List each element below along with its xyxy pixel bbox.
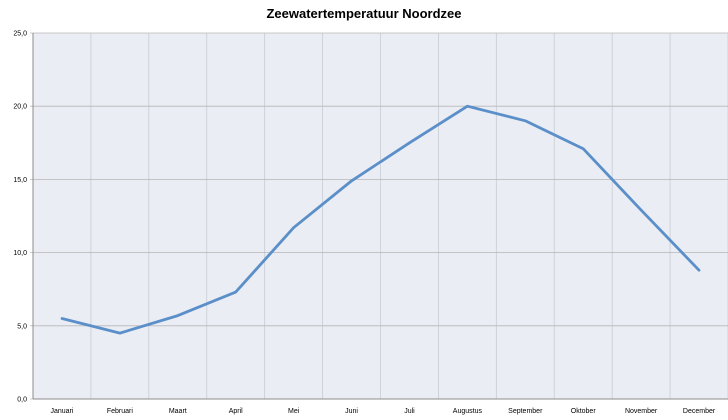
y-tick-label: 15,0 — [13, 177, 27, 184]
x-tick-label: September — [508, 408, 543, 415]
x-tick-label: Mei — [288, 408, 300, 415]
y-tick-label: 10,0 — [13, 250, 27, 257]
x-tick-label: Februari — [107, 408, 134, 415]
series-line — [60, 104, 701, 335]
y-tick-label: 20,0 — [13, 104, 27, 111]
x-tick-label: Juli — [404, 408, 415, 415]
x-tick-label: Januari — [50, 408, 73, 415]
x-tick-label: November — [625, 408, 658, 415]
x-tick-label: April — [229, 408, 243, 415]
x-tick-label: December — [683, 408, 716, 415]
chart-title: Zeewatertemperatuur Noordzee — [266, 6, 462, 21]
x-tick-label: Oktober — [571, 408, 597, 415]
x-tick-label: Maart — [169, 408, 187, 415]
y-tick-label: 5,0 — [17, 323, 27, 330]
y-tick-label: 25,0 — [13, 31, 27, 38]
x-tick-label: Juni — [345, 408, 358, 415]
x-tick-label: Augustus — [453, 408, 483, 415]
y-tick-label: 0,0 — [17, 397, 27, 404]
